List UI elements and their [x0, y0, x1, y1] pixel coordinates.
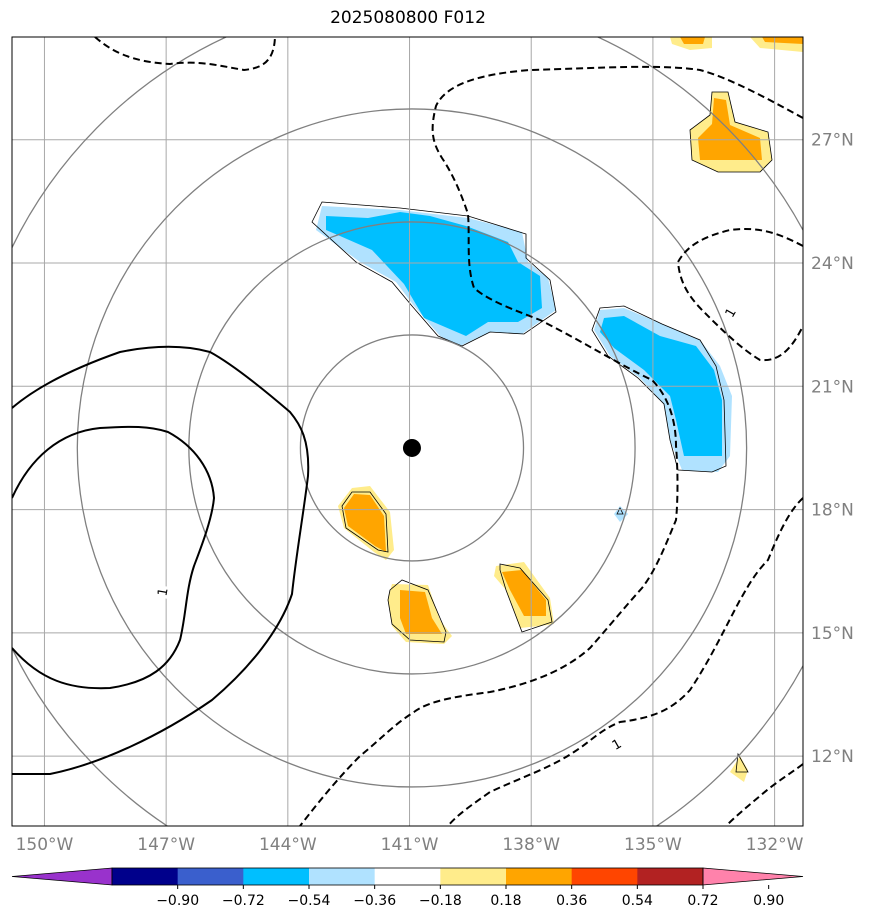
- map-title: 2025080800 F012: [330, 8, 486, 28]
- lat-tick-label: 27°N: [811, 131, 854, 151]
- colorbar-segment: [177, 868, 244, 885]
- colorbar-segment: [243, 868, 310, 885]
- colorbar-segment: [374, 868, 441, 885]
- colorbar-segment: [637, 868, 704, 885]
- lon-tick-label: 135°W: [624, 835, 682, 855]
- contour-labels: 111: [153, 303, 740, 754]
- latitude-labels: 12°N 15°N 18°N 21°N 24°N 27°N: [811, 131, 854, 767]
- lat-tick-label: 21°N: [811, 377, 854, 397]
- lon-tick-label: 138°W: [502, 835, 560, 855]
- colorbar-tick-labels: −0.90 −0.72 −0.54 −0.36 −0.18 0.18 0.36 0.54 0.7…: [156, 885, 784, 909]
- dashed-contour-northwest: [94, 37, 276, 72]
- dashed-contour-main: [299, 65, 803, 826]
- lat-tick-label: 18°N: [811, 501, 854, 521]
- anomaly-area-south-east: [730, 756, 748, 782]
- colorbar-segment: [506, 868, 573, 885]
- range-ring: [76, 108, 748, 788]
- colorbar-outline: [111, 867, 704, 886]
- colorbar: [11, 867, 804, 886]
- lon-tick-label: 144°W: [259, 835, 317, 855]
- colorbar-tick-label: −0.72: [222, 893, 265, 909]
- colorbar-tick-label: 0.36: [556, 893, 587, 909]
- dashed-contour-southeast: [447, 497, 803, 826]
- gridlines: [12, 37, 803, 826]
- lat-tick-label: 15°N: [811, 624, 854, 644]
- colorbar-tick-label: 0.18: [490, 893, 521, 909]
- storm-center-marker: [402, 438, 421, 457]
- contour-label-bg: [607, 733, 626, 754]
- lat-tick-label: 24°N: [811, 254, 854, 274]
- contour-label-bg: [720, 303, 740, 322]
- positive-anomaly-areas: [338, 37, 803, 782]
- colorbar-segment: [571, 868, 638, 885]
- colorbar-tick-label: −0.36: [353, 893, 396, 909]
- dashed-contours: [94, 37, 803, 826]
- colorbar-extend-min: [11, 867, 113, 886]
- solid-contours: [12, 345, 310, 775]
- colorbar-segment: [112, 868, 179, 885]
- colorbar-tick-label: −0.90: [156, 893, 199, 909]
- map-frame: [11, 36, 804, 827]
- colorbar-tick-label: 0.72: [687, 893, 718, 909]
- colorbar-segment: [440, 868, 507, 885]
- colorbar-tick-label: 0.90: [753, 893, 784, 909]
- dashed-contour-southeast-far: [725, 763, 803, 826]
- colorbar-tick-label: −0.54: [288, 893, 331, 909]
- range-ring: [299, 334, 525, 562]
- lat-tick-label: 12°N: [811, 747, 854, 767]
- colorbar-extend-max: [702, 867, 804, 886]
- lon-tick-label: 141°W: [381, 835, 439, 855]
- colorbar-tick-label: −0.18: [419, 893, 462, 909]
- colorbar-segment: [309, 868, 376, 885]
- lon-tick-label: 132°W: [746, 835, 804, 855]
- lon-tick-label: 150°W: [16, 835, 74, 855]
- lon-tick-label: 147°W: [137, 835, 195, 855]
- colorbar-tick-label: 0.54: [622, 893, 653, 909]
- solid-contour-outer: [12, 345, 310, 775]
- longitude-labels: 150°W 147°W 144°W 141°W 138°W 135°W 132°W: [16, 835, 804, 855]
- contour-label: 1: [155, 587, 171, 598]
- contour-label-bg: [153, 584, 172, 600]
- solid-contour-inner: [12, 425, 216, 690]
